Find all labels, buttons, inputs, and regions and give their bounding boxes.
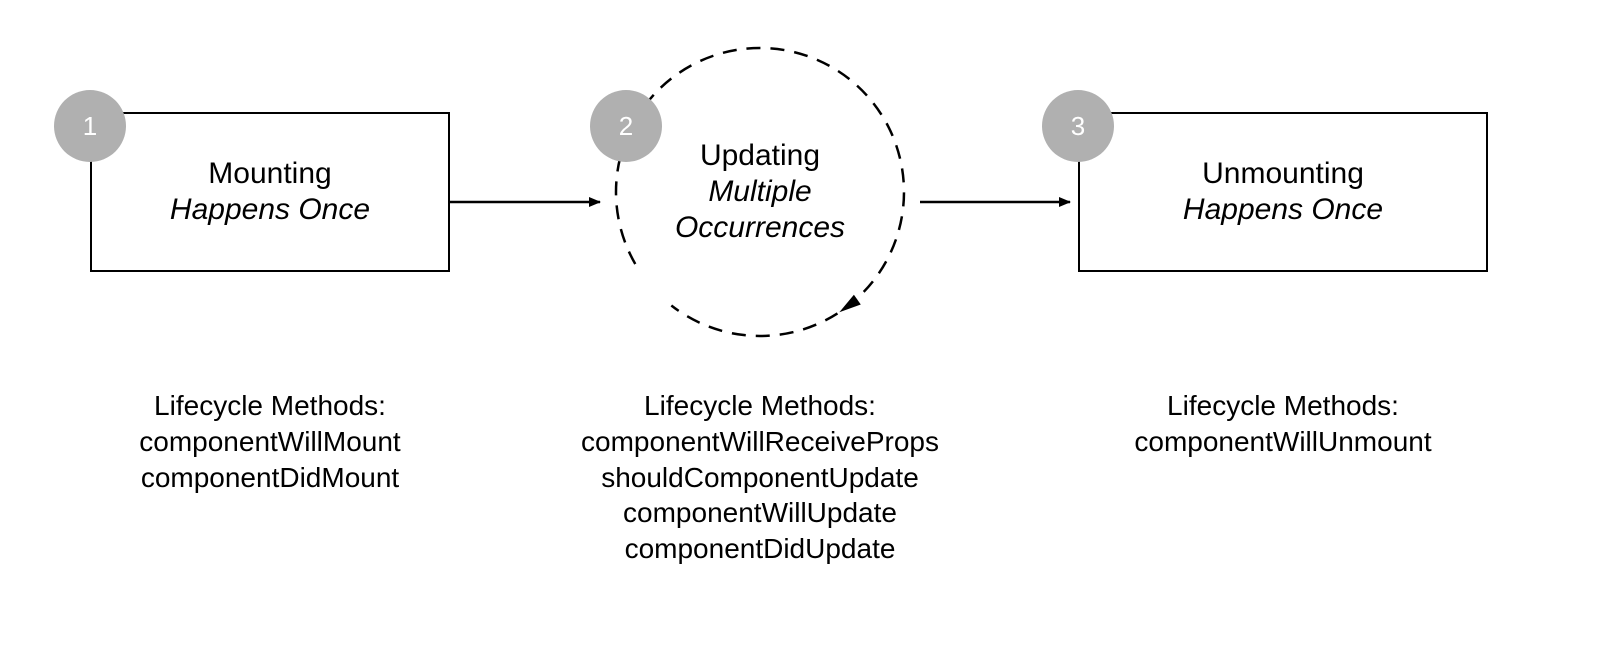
unmounting-step-badge: 3 — [1042, 90, 1114, 162]
updating-step-number: 2 — [619, 111, 633, 142]
updating-subtitle-line1: Multiple — [708, 174, 811, 210]
unmounting-subtitle: Happens Once — [1183, 192, 1383, 228]
mounting-subtitle: Happens Once — [170, 192, 370, 228]
mounting-step-number: 1 — [83, 111, 97, 142]
updating-methods-header: Lifecycle Methods: — [552, 388, 968, 424]
mounting-title: Mounting — [208, 156, 331, 192]
updating-methods: Lifecycle Methods: componentWillReceiveP… — [552, 388, 968, 567]
unmounting-methods-header: Lifecycle Methods: — [1008, 388, 1558, 424]
mounting-step-badge: 1 — [54, 90, 126, 162]
unmounting-methods: Lifecycle Methods: componentWillUnmount — [1008, 388, 1558, 460]
method-item: componentDidMount — [90, 460, 450, 496]
updating-step-badge: 2 — [590, 90, 662, 162]
updating-node: Updating Multiple Occurrences — [610, 42, 910, 342]
updating-subtitle-line2: Occurrences — [675, 210, 845, 246]
method-item: componentDidUpdate — [552, 531, 968, 567]
unmounting-node: Unmounting Happens Once — [1078, 112, 1488, 272]
method-item: componentWillMount — [90, 424, 450, 460]
method-item: shouldComponentUpdate — [552, 460, 968, 496]
method-item: componentWillReceiveProps — [552, 424, 968, 460]
method-item: componentWillUnmount — [1008, 424, 1558, 460]
mounting-methods: Lifecycle Methods: componentWillMountcom… — [90, 388, 450, 495]
lifecycle-diagram: Mounting Happens Once 1 Updating Multipl… — [0, 0, 1600, 659]
mounting-methods-header: Lifecycle Methods: — [90, 388, 450, 424]
mounting-node: Mounting Happens Once — [90, 112, 450, 272]
unmounting-title: Unmounting — [1202, 156, 1364, 192]
updating-title: Updating — [700, 138, 820, 174]
method-item: componentWillUpdate — [552, 495, 968, 531]
unmounting-step-number: 3 — [1071, 111, 1085, 142]
